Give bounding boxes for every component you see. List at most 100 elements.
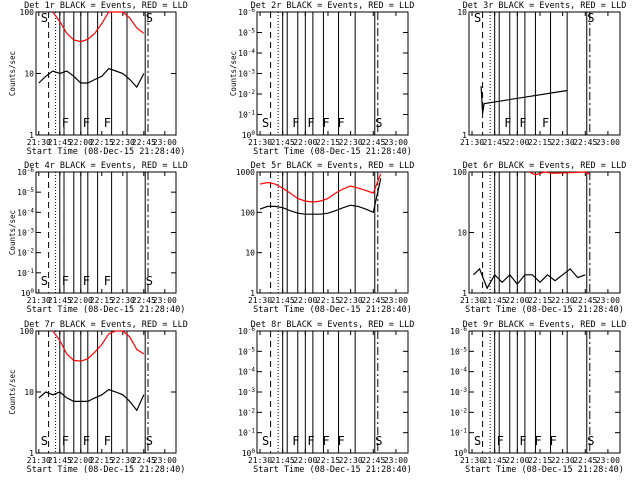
y-tick-label: 100 — [21, 288, 35, 298]
x-tick-label: 22:30 — [111, 456, 135, 465]
x-tick-label: 21:45 — [483, 456, 507, 465]
marker-f: F — [62, 116, 69, 130]
x-tick-label: 22:45 — [573, 296, 597, 305]
x-tick-label: 21:45 — [271, 456, 295, 465]
x-axis-label: Start Time (08-Dec-15 21:28:40) — [27, 305, 186, 315]
x-axis-label: Start Time (08-Dec-15 21:28:40) — [465, 305, 624, 315]
marker-s: S — [262, 116, 269, 130]
x-tick-label: 23:00 — [153, 456, 177, 465]
x-tick-label: 21:30 — [460, 138, 484, 147]
panel-title: Det 7r BLACK = Events, RED = LLD — [24, 320, 188, 330]
x-tick-label: 21:45 — [483, 296, 507, 305]
x-axis-label: Start Time (08-Dec-15 21:28:40) — [253, 305, 412, 315]
x-tick-label: 22:00 — [69, 296, 93, 305]
x-tick-label: 21:30 — [248, 456, 272, 465]
y-tick-label: 100 — [242, 448, 256, 458]
y-tick-label: 10-5 — [238, 28, 255, 38]
marker-f: F — [104, 116, 111, 130]
marker-f: F — [292, 116, 299, 130]
marker-f: F — [292, 434, 299, 448]
y-tick-label: 100 — [20, 327, 35, 336]
y-tick-label: 10-1 — [450, 428, 467, 438]
marker-s: S — [262, 434, 269, 448]
x-tick-label: 21:30 — [460, 456, 484, 465]
y-axis-label: Counts/sec — [229, 51, 238, 96]
x-tick-label: 21:30 — [460, 296, 484, 305]
x-tick-label: 22:00 — [293, 138, 317, 147]
y-tick-label: 10-3 — [238, 387, 255, 397]
x-tick-label: 22:15 — [316, 296, 340, 305]
x-tick-label: 22:30 — [339, 456, 363, 465]
x-tick-label: 21:30 — [27, 296, 51, 305]
y-tick-label: 10-2 — [238, 407, 255, 417]
marker-s: S — [474, 434, 481, 448]
plot-frame — [468, 330, 621, 454]
y-axis-label: Counts/sec — [8, 369, 17, 414]
marker-f: F — [338, 116, 345, 130]
y-tick-label: 10-1 — [238, 428, 255, 438]
x-tick-label: 22:45 — [132, 296, 156, 305]
series-line — [259, 178, 382, 215]
y-axis-label: Counts/sec — [8, 51, 17, 96]
y-tick-label: 10-5 — [238, 346, 255, 356]
y-tick-label: 10-5 — [17, 187, 34, 197]
marker-f: F — [83, 116, 90, 130]
marker-s: S — [146, 434, 153, 448]
marker-f: F — [534, 434, 541, 448]
y-tick-label: 1 — [462, 131, 467, 140]
panel-det5: Det 5r BLACK = Events, RED = LLD 21:3021:… — [236, 161, 415, 315]
marker-s: S — [375, 434, 382, 448]
x-tick-label: 22:00 — [505, 138, 529, 147]
x-tick-label: 22:00 — [293, 296, 317, 305]
panel-title: Det 8r BLACK = Events, RED = LLD — [251, 320, 415, 330]
x-tick-label: 22:30 — [551, 456, 575, 465]
panel-det4: Det 4r BLACK = Events, RED = LLD 21:3021:… — [8, 161, 188, 315]
x-tick-label: 22:00 — [69, 456, 93, 465]
y-tick-label: 10-4 — [17, 207, 34, 217]
x-tick-label: 21:45 — [48, 456, 72, 465]
x-tick-label: 22:45 — [361, 456, 385, 465]
panel-det8: Det 8r BLACK = Events, RED = LLD 21:3021:… — [238, 320, 414, 475]
panel-title: Det 6r BLACK = Events, RED = LLD — [463, 161, 627, 171]
x-tick-label: 22:15 — [528, 456, 552, 465]
y-tick-label: 10-6 — [450, 326, 467, 336]
marker-f: F — [322, 116, 329, 130]
y-tick-label: 1 — [462, 289, 467, 298]
x-tick-label: 22:45 — [573, 138, 597, 147]
plot-frame — [256, 11, 409, 136]
x-tick-label: 22:15 — [90, 456, 114, 465]
marker-s: S — [41, 11, 48, 25]
x-tick-label: 22:00 — [293, 456, 317, 465]
panel-title: Det 1r BLACK = Events, RED = LLD — [24, 1, 188, 11]
series-line — [38, 67, 145, 89]
panel-title: Det 4r BLACK = Events, RED = LLD — [24, 161, 188, 171]
y-tick-label: 10 — [24, 388, 34, 397]
marker-f: F — [83, 274, 90, 288]
x-tick-label: 21:30 — [27, 456, 51, 465]
x-tick-label: 22:30 — [551, 296, 575, 305]
marker-f: F — [104, 274, 111, 288]
x-axis-label: Start Time (08-Dec-15 21:28:40) — [253, 465, 412, 475]
y-tick-label: 10 — [245, 249, 255, 258]
marker-f: F — [519, 434, 526, 448]
plot-frame — [468, 11, 621, 136]
x-axis-label: Start Time (08-Dec-15 21:28:40) — [27, 465, 186, 475]
y-tick-label: 10-1 — [17, 268, 34, 278]
x-tick-label: 22:45 — [361, 296, 385, 305]
x-tick-label: 23:00 — [153, 138, 177, 147]
panel-title: Det 9r BLACK = Events, RED = LLD — [463, 320, 627, 330]
y-tick-label: 10 — [24, 70, 34, 79]
y-tick-label: 10-4 — [238, 48, 255, 58]
y-tick-label: 10-4 — [450, 367, 467, 377]
y-tick-label: 10-3 — [450, 387, 467, 397]
marker-f: F — [550, 434, 557, 448]
x-tick-label: 21:30 — [27, 138, 51, 147]
y-tick-label: 1 — [29, 131, 34, 140]
x-tick-label: 22:15 — [90, 138, 114, 147]
y-tick-label: 100 — [241, 208, 256, 217]
marker-f: F — [104, 434, 111, 448]
panel-det1: Det 1r BLACK = Events, RED = LLD 21:3021:… — [8, 1, 188, 157]
marker-f: F — [542, 116, 549, 130]
y-tick-label: 100 — [453, 168, 468, 177]
